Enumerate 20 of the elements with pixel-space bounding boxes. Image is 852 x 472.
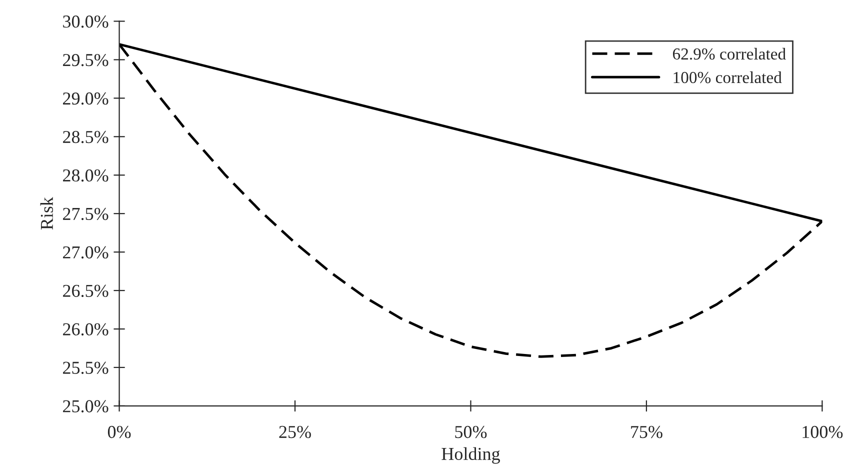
y-tick-label: 27.5% bbox=[63, 208, 108, 220]
y-tick-label: 26.5% bbox=[63, 284, 108, 298]
y-tick-label: 26.0% bbox=[63, 323, 108, 336]
x-tick-label: 50% bbox=[455, 426, 487, 438]
y-tick-label: 28.0% bbox=[63, 169, 108, 182]
y-tick-label: 30.0% bbox=[63, 15, 108, 28]
y-tick-label: 25.5% bbox=[63, 362, 108, 374]
y-axis-title: Risk bbox=[40, 197, 54, 230]
y-tick-label: 25.0% bbox=[63, 400, 108, 412]
y-tick-label: 29.5% bbox=[63, 54, 108, 66]
y-tick-label: 29.0% bbox=[63, 92, 108, 105]
y-tick-label: 28.5% bbox=[63, 130, 108, 144]
x-axis-title: Holding bbox=[442, 447, 500, 464]
legend-label: 62.9% correlated bbox=[672, 48, 786, 60]
x-tick-label: 0% bbox=[108, 426, 131, 438]
x-tick-label: 25% bbox=[279, 426, 311, 438]
x-tick-label: 75% bbox=[631, 426, 662, 438]
x-tick-label: 100% bbox=[802, 426, 843, 438]
legend-label: 100% correlated bbox=[674, 71, 782, 84]
y-tick-label: 27.0% bbox=[63, 246, 108, 259]
